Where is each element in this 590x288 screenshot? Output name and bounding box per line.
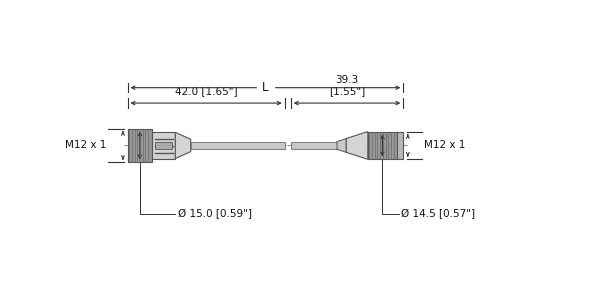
Bar — [191, 142, 284, 149]
Polygon shape — [346, 132, 368, 159]
Polygon shape — [175, 132, 191, 158]
Text: L: L — [262, 81, 268, 94]
Text: M12 x 1: M12 x 1 — [424, 141, 466, 150]
Text: M12 x 1: M12 x 1 — [65, 141, 107, 150]
Text: 42.0 [1.65"]: 42.0 [1.65"] — [175, 86, 237, 96]
Bar — [368, 132, 397, 159]
Bar — [152, 132, 175, 158]
Bar — [291, 142, 337, 149]
Bar — [397, 132, 403, 159]
Bar — [155, 142, 172, 149]
Polygon shape — [337, 139, 346, 152]
Text: Ø 14.5 [0.57"]: Ø 14.5 [0.57"] — [401, 209, 475, 219]
Text: 39.3
[1.55"]: 39.3 [1.55"] — [329, 75, 365, 96]
Bar — [127, 128, 152, 162]
Text: Ø 15.0 [0.59"]: Ø 15.0 [0.59"] — [178, 209, 251, 219]
